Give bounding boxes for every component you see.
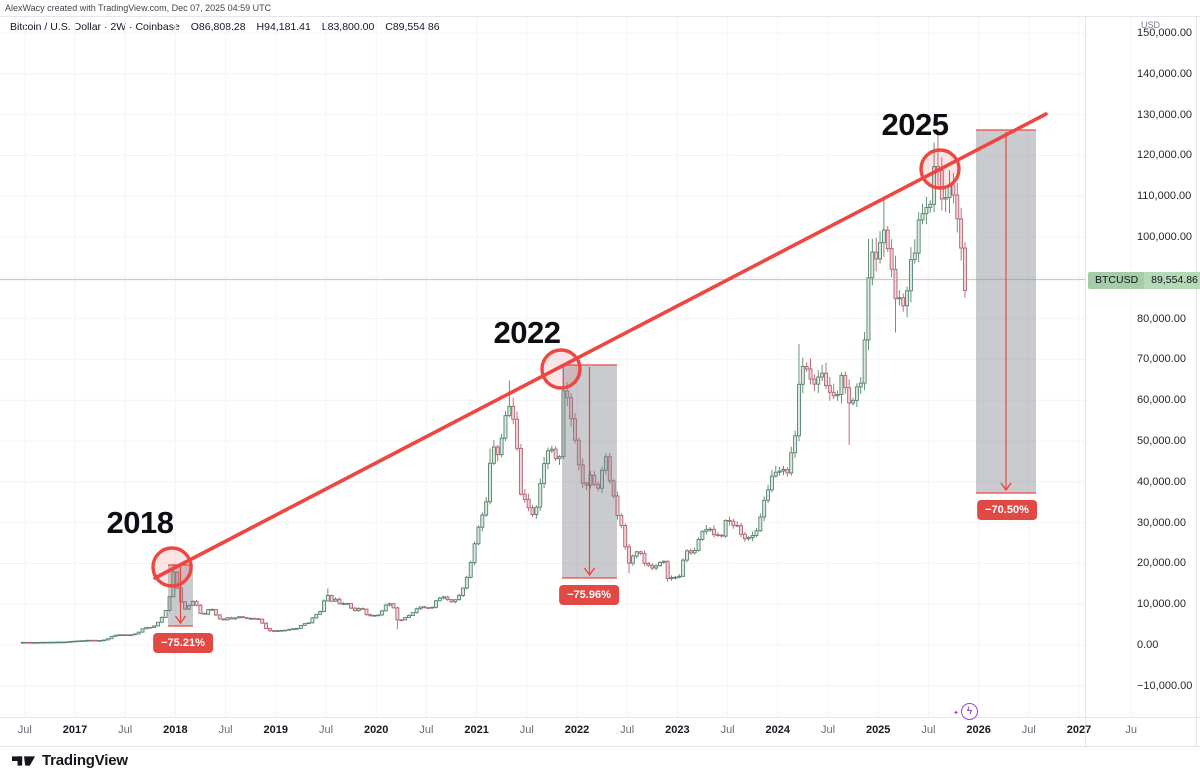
attribution-text: AlexWacy created with TradingView.com, D… xyxy=(5,3,272,13)
symbol-title: Bitcoin / U.S. Dollar · 2W · Coinbase xyxy=(10,21,180,33)
price-axis-border xyxy=(1085,17,1086,746)
trendline xyxy=(153,112,1048,580)
price-badge-value: 89,554.86 xyxy=(1144,271,1200,289)
current-price-badge: BTCUSD 89,554.86 xyxy=(1088,271,1200,289)
tradingview-logo-text[interactable]: TradingView xyxy=(42,752,128,769)
footer-divider xyxy=(0,746,1200,747)
drawdown-boxes xyxy=(168,129,1036,627)
price-badge-symbol: BTCUSD xyxy=(1088,271,1145,289)
events-sparkle-icon: ✦ xyxy=(953,710,959,717)
symbol-info: Bitcoin / U.S. Dollar · 2W · Coinbase O8… xyxy=(10,21,440,33)
footer-bar: TradingView xyxy=(12,752,128,769)
header-divider xyxy=(0,16,1200,17)
right-edge-border xyxy=(1196,17,1197,746)
time-axis-border xyxy=(0,717,1200,718)
cycle-top-circle xyxy=(540,348,582,390)
ohlc-open: O86,808.28 xyxy=(190,21,246,33)
events-lightning-icon[interactable]: ϟ xyxy=(961,703,978,720)
cycle-top-circle xyxy=(151,546,193,588)
ohlc-high: H94,181.41 xyxy=(256,21,311,33)
tradingview-logo-icon[interactable] xyxy=(12,753,36,769)
cycle-top-circle xyxy=(919,148,961,190)
candles xyxy=(20,130,967,644)
ohlc-low: L83,800.00 xyxy=(321,21,375,33)
price-axis-unit: USD xyxy=(1141,20,1161,30)
